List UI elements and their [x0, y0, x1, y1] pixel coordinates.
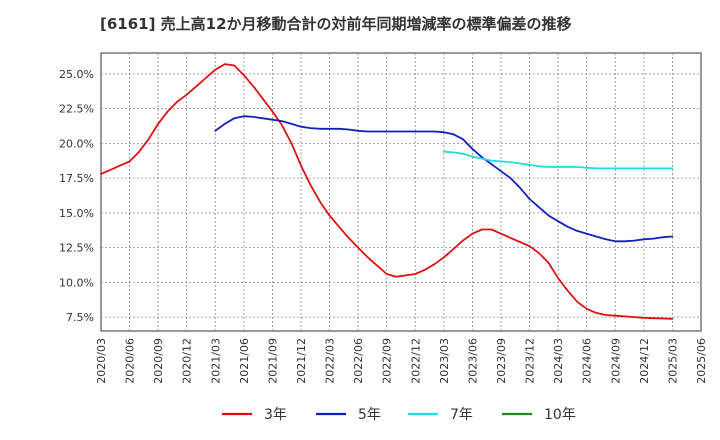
x-tick-label: 2021/09: [266, 338, 279, 384]
legend-label: 10年: [544, 407, 576, 423]
legend-label: 7年: [450, 407, 473, 423]
y-tick-label: 17.5%: [59, 172, 94, 185]
y-tick-label: 12.5%: [59, 242, 94, 255]
x-tick-label: 2024/12: [638, 338, 651, 384]
legend-label: 5年: [358, 407, 381, 423]
x-tick-label: 2020/03: [95, 338, 108, 384]
x-tick-label: 2024/06: [581, 338, 594, 384]
x-tick-label: 2022/03: [324, 338, 337, 384]
legend-label: 3年: [264, 407, 287, 423]
series-line: [214, 115, 674, 243]
x-tick-label: 2020/06: [124, 338, 137, 384]
y-tick-label: 20.0%: [59, 137, 94, 150]
series-line: [442, 150, 674, 170]
x-tick-label: 2022/12: [409, 338, 422, 384]
x-tick-label: 2020/09: [152, 338, 165, 384]
series-lines: [100, 63, 674, 320]
x-tick-label: 2024/03: [552, 338, 565, 384]
grid-lines: [101, 53, 701, 331]
x-tick-label: 2025/03: [666, 338, 679, 384]
x-tick-label: 2023/12: [524, 338, 537, 384]
x-tick-label: 2021/03: [209, 338, 222, 384]
y-tick-label: 10.0%: [59, 276, 94, 289]
plot-area: [100, 52, 702, 332]
x-tick-label: 2021/12: [295, 338, 308, 384]
x-tick-label: 2020/12: [181, 338, 194, 384]
x-tick-label: 2024/09: [609, 338, 622, 384]
x-tick-label: 2023/03: [438, 338, 451, 384]
y-tick-label: 25.0%: [59, 68, 94, 81]
x-tick-label: 2023/06: [466, 338, 479, 384]
x-tick-label: 2022/09: [381, 338, 394, 384]
legend: 3年 5年 7年 10年: [222, 407, 576, 423]
series-line: [100, 63, 674, 320]
x-axis-ticks: 2020/03 2020/06 2020/09 2020/12 2021/03 2021/…: [95, 338, 708, 384]
y-tick-label: 7.5%: [66, 311, 94, 324]
x-tick-label: 2021/06: [238, 338, 251, 384]
y-tick-label: 15.0%: [59, 207, 94, 220]
y-tick-label: 22.5%: [59, 103, 94, 116]
y-axis-ticks: 7.5% 10.0% 12.5% 15.0% 17.5% 20.0% 22.5% 25.0%: [59, 68, 94, 324]
chart-title: [6161] 売上高12か月移動合計の対前年同期増減率の標準偏差の推移: [100, 15, 572, 33]
x-tick-label: 2022/06: [352, 338, 365, 384]
x-tick-label: 2025/06: [695, 338, 708, 384]
x-tick-label: 2023/09: [495, 338, 508, 384]
